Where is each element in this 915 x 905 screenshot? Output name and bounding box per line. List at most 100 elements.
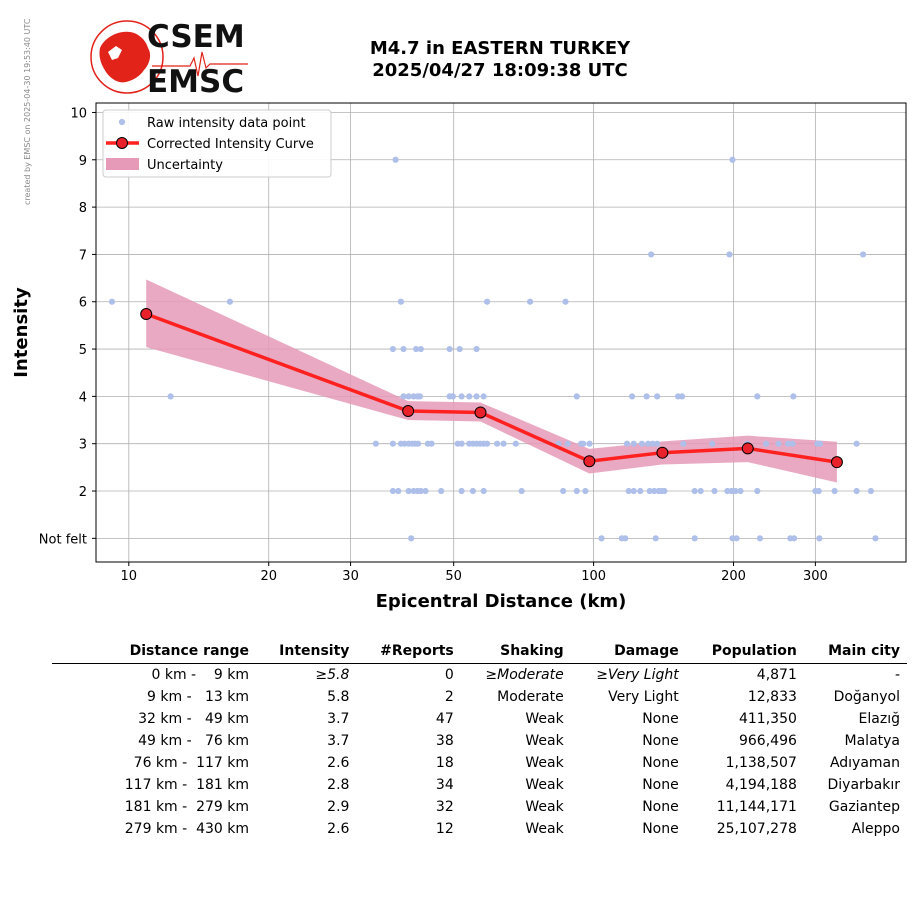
raw-intensity-point <box>573 393 580 400</box>
table-cell-intensity: 2.6 <box>327 821 350 837</box>
table-cell-damage: None <box>642 821 679 837</box>
raw-intensity-point <box>867 487 875 495</box>
table-cell-damage: Very Light <box>608 689 679 705</box>
table-cell-reports: 2 <box>444 689 454 705</box>
x-tick-label: 10 <box>121 569 138 584</box>
raw-intensity-point <box>512 440 519 447</box>
raw-intensity-point <box>483 298 491 305</box>
legend-raw-marker <box>118 118 126 126</box>
raw-intensity-point <box>648 251 655 258</box>
raw-intensity-point <box>108 298 116 305</box>
table-cell-range: 32 km - 49 km <box>138 711 250 727</box>
raw-intensity-point <box>831 487 838 495</box>
table-cell-shaking: Weak <box>525 799 564 815</box>
raw-intensity-point <box>494 440 501 447</box>
intensity-summary-table: Distance range Intensity #Reports Shaking Da… <box>52 640 907 840</box>
x-axis-title: Epicentral Distance (km) <box>376 591 627 612</box>
raw-intensity-point <box>458 393 465 400</box>
table-row: 76 km - 117 km 2.6 18 Weak None 1,138,507 Adıy… <box>52 752 907 774</box>
raw-intensity-point <box>422 487 429 495</box>
legend-box <box>102 109 332 178</box>
raw-intensity-point <box>816 535 823 542</box>
table-cell-damage: ≥Very Light <box>596 667 679 683</box>
legend-curve-marker <box>116 137 128 149</box>
raw-intensity-point <box>645 440 652 447</box>
logo-seismogram-trace <box>152 51 248 77</box>
raw-intensity-point <box>586 440 593 447</box>
raw-intensity-point <box>775 440 782 447</box>
table-cell-range: 181 km - 279 km <box>124 799 250 815</box>
table-header-cell: Damage <box>570 640 686 664</box>
x-tick-label: 30 <box>342 569 359 584</box>
x-tick-label: 300 <box>803 569 828 584</box>
raw-intensity-point <box>400 345 407 353</box>
raw-intensity-point <box>438 487 445 495</box>
raw-intensity-point <box>623 440 631 447</box>
raw-intensity-point <box>518 487 525 495</box>
y-axis-title: Intensity <box>11 287 32 378</box>
raw-intensity-point <box>762 440 770 447</box>
legend-label-curve: Corrected Intensity Curve <box>147 137 314 152</box>
table-cell-range: 0 km - 9 km <box>151 667 250 683</box>
raw-intensity-point <box>389 345 397 353</box>
raw-intensity-point <box>458 440 465 447</box>
raw-intensity-point <box>414 440 422 447</box>
raw-intensity-point <box>815 487 822 495</box>
raw-intensity-point <box>649 440 656 447</box>
table-header-cell: Distance range <box>52 640 257 664</box>
table-cell-reports: 47 <box>435 711 454 727</box>
y-tick-label: 10 <box>70 106 87 121</box>
legend-label-raw: Raw intensity data point <box>147 116 306 131</box>
chart-title: M4.7 in EASTERN TURKEY 2025/04/27 18:09:… <box>300 38 700 82</box>
table-cell-reports: 32 <box>435 799 454 815</box>
y-tick-label: 9 <box>79 154 87 169</box>
table-body: 0 km - 9 km ≥5.8 0 ≥Moderate ≥Very Light 4,87… <box>52 664 907 841</box>
raw-intensity-point <box>480 487 487 495</box>
table-cell-reports: 18 <box>435 755 454 771</box>
table-cell-reports: 38 <box>435 733 454 749</box>
raw-intensity-point <box>711 487 718 495</box>
raw-intensity-point <box>580 440 587 447</box>
y-tick-label: Not felt <box>39 532 87 547</box>
logo-text-emsc: EMSC <box>147 64 244 98</box>
raw-intensity-point <box>526 298 534 305</box>
table-cell-intensity: 3.7 <box>327 733 350 749</box>
table-cell-intensity: 5.8 <box>327 689 350 705</box>
raw-intensity-point <box>417 487 424 495</box>
y-tick-label: 4 <box>79 390 87 405</box>
raw-intensity-point <box>680 440 687 447</box>
table-cell-intensity: 2.8 <box>327 777 350 793</box>
raw-intensity-point <box>226 298 233 305</box>
csem-emsc-logo: CSEM EMSC <box>90 19 248 98</box>
table-cell-shaking: Weak <box>525 821 564 837</box>
raw-intensity-point <box>638 440 645 447</box>
raw-intensity-point <box>458 487 465 495</box>
y-tick-label: 3 <box>79 438 87 453</box>
raw-intensity-point <box>500 440 507 447</box>
logo-text-csem: CSEM <box>147 19 245 55</box>
logo-europe-map <box>99 31 151 83</box>
raw-intensity-point <box>408 535 415 542</box>
table-header-cell: Main city <box>803 640 907 664</box>
table-cell-damage: None <box>642 755 679 771</box>
table-cell-shaking: Weak <box>525 755 564 771</box>
table-cell-reports: 0 <box>444 667 454 683</box>
y-tick-label: 8 <box>79 201 87 216</box>
raw-intensity-point <box>791 535 798 542</box>
raw-intensity-point <box>446 345 453 353</box>
raw-intensity-point <box>853 440 860 447</box>
raw-intensity-point <box>654 393 661 400</box>
raw-intensity-point <box>853 487 860 495</box>
table-header-row: Distance range Intensity #Reports Shaking Da… <box>52 640 907 664</box>
raw-intensity-point <box>389 440 397 447</box>
table-row: 9 km - 13 km 5.8 2 Moderate Very Light 12,833… <box>52 686 907 708</box>
raw-intensity-point <box>473 393 480 400</box>
raw-intensity-point <box>630 440 637 447</box>
raw-intensity-point <box>625 487 632 495</box>
curve-marker <box>140 308 153 321</box>
y-tick-label: 2 <box>79 485 87 500</box>
table-cell-population: 1,138,507 <box>725 755 797 771</box>
table-cell-shaking: Weak <box>525 777 564 793</box>
raw-intensity-point <box>483 440 491 447</box>
table-header-cell: #Reports <box>356 640 461 664</box>
